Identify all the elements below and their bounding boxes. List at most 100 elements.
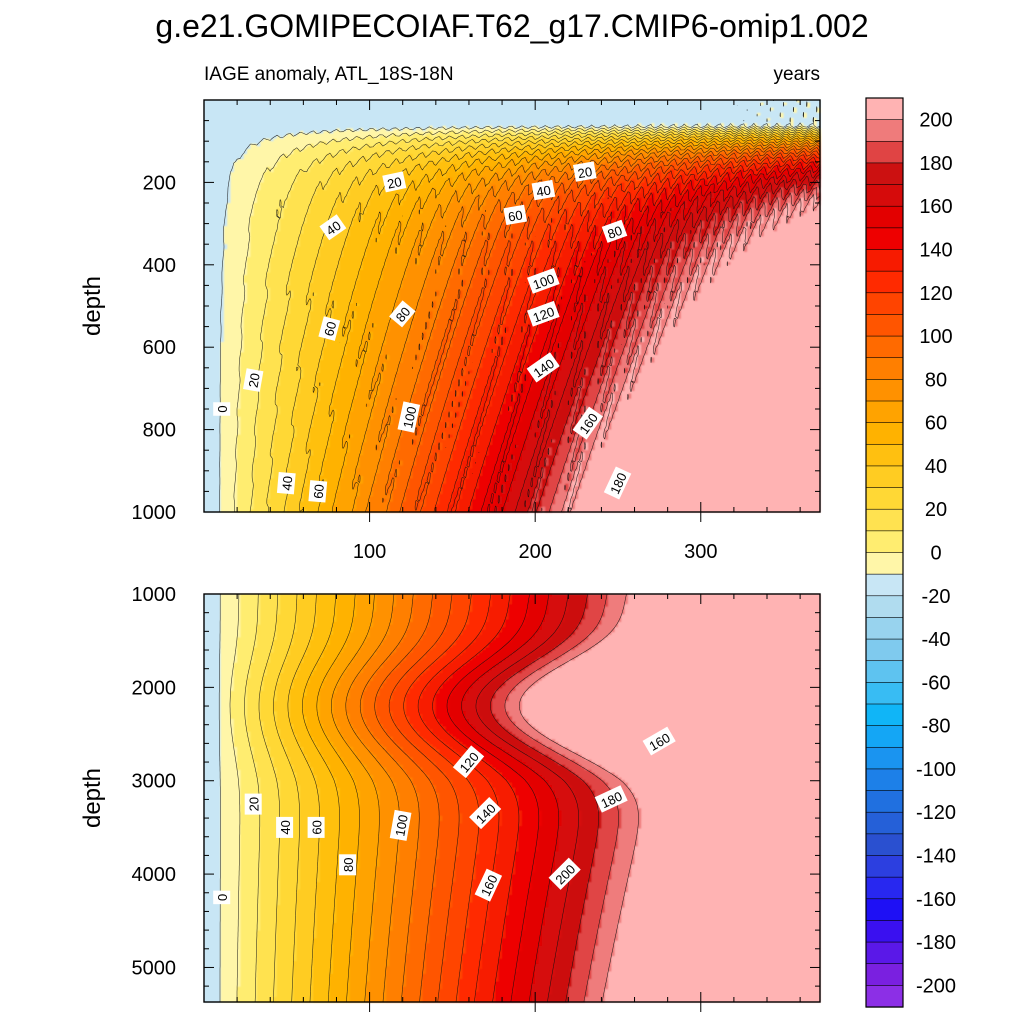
contour-fill-cell xyxy=(617,146,626,150)
contour-fill-cell xyxy=(362,213,381,217)
contour-fill-cell xyxy=(786,205,791,209)
contour-fill-cell xyxy=(561,151,566,155)
contour-fill-cell xyxy=(803,166,808,171)
contour-fill-cell xyxy=(714,133,722,137)
contour-fill-cell xyxy=(786,146,791,150)
contour-fill-cell xyxy=(720,210,725,214)
contour-fill-cell xyxy=(445,143,453,147)
contour-fill-cell xyxy=(478,169,483,173)
contour-fill-cell xyxy=(657,174,662,178)
contour-fill-cell xyxy=(806,187,814,191)
contour-fill-cell xyxy=(435,187,444,191)
contour-fill-cell xyxy=(773,184,781,189)
contour-fill-cell xyxy=(379,166,417,171)
contour-fill-cell xyxy=(574,213,583,217)
contour-fill-cell xyxy=(763,182,771,186)
contour-fill-cell xyxy=(720,146,725,150)
contour-fill-cell xyxy=(614,210,622,214)
contour-fill-cell xyxy=(690,179,695,183)
contour-fill-cell xyxy=(571,146,579,150)
contour-fill-cell xyxy=(740,164,745,168)
contour-fill-cell xyxy=(743,130,752,135)
contour-fill-cell xyxy=(654,215,662,220)
contour-fill-cell xyxy=(710,148,718,153)
contour-fill-cell xyxy=(717,141,725,145)
contour-fill-cell xyxy=(661,195,669,199)
contour-fill-cell xyxy=(256,197,288,202)
contour-fill-cell xyxy=(737,208,745,212)
contour-fill-cell xyxy=(283,215,308,220)
contour-fill-cell xyxy=(465,154,473,158)
contour-fill-cell xyxy=(680,203,685,207)
contour-fill-cell xyxy=(531,215,540,220)
contour-fill-cell xyxy=(730,136,738,140)
contour-fill-cell xyxy=(449,130,457,135)
contour-fill-cell xyxy=(690,215,695,220)
contour-fill-cell xyxy=(810,102,821,106)
contour-fill-cell xyxy=(608,179,616,183)
contour-fill-cell xyxy=(459,195,463,199)
contour-fill-cell xyxy=(472,151,480,155)
contour-fill-cell xyxy=(485,143,493,147)
contour-fill-cell xyxy=(329,179,357,183)
contour-fill-cell xyxy=(637,192,646,196)
contour-fill-cell xyxy=(740,156,745,160)
contour-fill-cell xyxy=(482,136,520,140)
contour-fill-cell xyxy=(750,164,755,168)
contour-fill-cell xyxy=(793,143,798,147)
contour-fill-cell xyxy=(631,192,639,196)
contour-fill-cell xyxy=(594,221,609,225)
contour-fill-cell xyxy=(502,143,513,147)
contour-fill-cell xyxy=(336,128,341,132)
contour-fill-cell xyxy=(647,221,652,225)
contour-fill-cell xyxy=(389,213,414,217)
contour-fill-cell xyxy=(707,138,715,142)
contour-fill-cell xyxy=(664,205,669,209)
contour-fill-cell xyxy=(644,143,649,147)
contour-fill-cell xyxy=(406,169,410,173)
contour-fill-cell xyxy=(502,148,510,153)
contour-fill-cell xyxy=(316,190,351,194)
contour-fill-cell xyxy=(644,125,649,129)
contour-fill-cell xyxy=(647,203,655,207)
contour-fill-cell xyxy=(786,161,795,165)
contour-fill-cell xyxy=(535,177,540,181)
contour-fill-cell xyxy=(700,138,705,142)
contour-fill-cell xyxy=(700,123,708,127)
contour-fill-cell xyxy=(482,161,487,165)
contour-fill-cell xyxy=(767,195,771,199)
contour-fill-cell xyxy=(631,148,636,153)
contour-fill-cell xyxy=(571,151,576,155)
contour-fill-cell xyxy=(432,146,460,150)
contour-fill-cell xyxy=(608,218,612,222)
contour-fill-cell xyxy=(439,161,467,165)
contour-fill-cell xyxy=(707,128,712,132)
contour-fill-cell xyxy=(803,161,808,165)
contour-fill-cell xyxy=(362,215,381,220)
contour-fill-cell xyxy=(409,218,437,222)
contour-fill-cell xyxy=(204,156,245,160)
contour-fill-cell xyxy=(760,159,765,163)
contour-fill-cell xyxy=(677,195,685,199)
contour-fill-cell xyxy=(502,210,506,214)
contour-fill-cell xyxy=(611,146,619,150)
contour-fill-cell xyxy=(286,205,311,209)
contour-fill-cell xyxy=(770,195,778,199)
contour-fill-cell xyxy=(419,187,434,191)
contour-fill-cell xyxy=(452,197,460,202)
contour-fill-cell xyxy=(634,146,642,150)
contour-fill-cell xyxy=(495,148,503,153)
contour-fill-cell xyxy=(776,192,785,196)
contour-fill-cell xyxy=(498,195,513,199)
contour-fill-cell xyxy=(614,138,622,142)
contour-fill-cell xyxy=(283,208,311,212)
contour-fill-cell xyxy=(796,154,801,158)
contour-fill-cell xyxy=(747,200,752,204)
contour-fill-cell xyxy=(664,136,669,140)
contour-fill-cell xyxy=(465,177,470,181)
contour-fill-cell xyxy=(594,192,599,196)
contour-fill-cell xyxy=(654,213,662,217)
contour-fill-cell xyxy=(283,210,311,214)
contour-fill-cell xyxy=(800,172,805,176)
contour-fill-cell xyxy=(502,205,506,209)
